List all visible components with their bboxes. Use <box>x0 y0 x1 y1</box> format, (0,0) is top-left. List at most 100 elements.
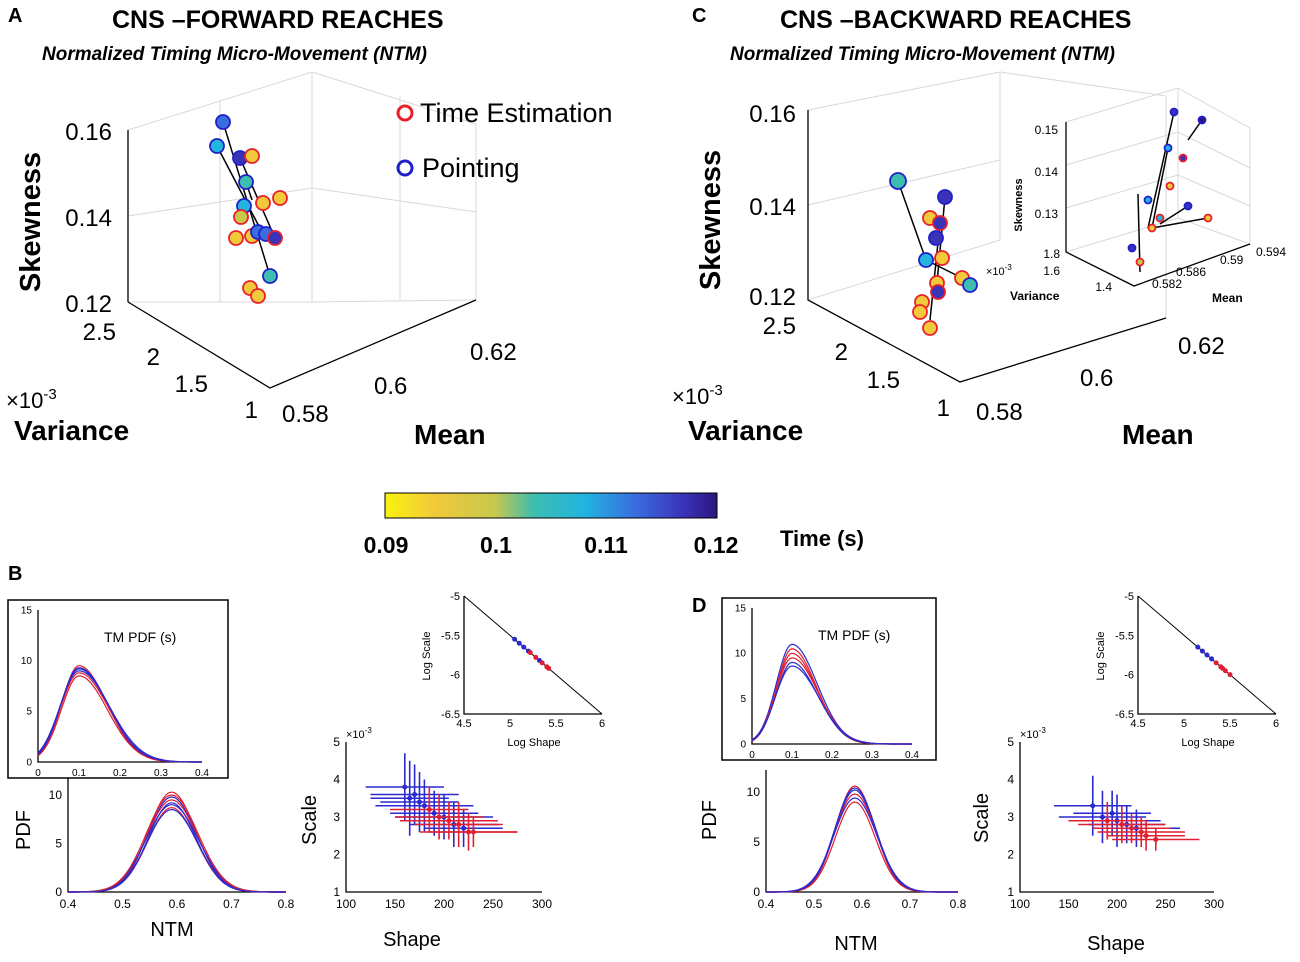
x-tick-label: 0.8 <box>278 897 295 911</box>
x-tick-label: 4.5 <box>1130 718 1145 730</box>
panel-a-vtick-2: 1.5 <box>175 371 208 398</box>
panel-c: CNS –BACKWARD REACHES Normalized Timing … <box>672 6 1286 450</box>
panel-b-main-ticks: 0.4 0.5 0.6 0.7 0.8 0 5 10 <box>49 788 295 911</box>
trajectory-segment <box>1147 111 1175 229</box>
scatter-point <box>934 250 950 266</box>
panel-d-loglog-points <box>1195 644 1233 678</box>
panel-b-loglog-ylabel: Log Scale <box>421 632 433 681</box>
y-tick-label: 5 <box>753 835 760 849</box>
y-tick-label: 5 <box>740 694 746 705</box>
scatter-point <box>446 818 452 824</box>
panel-a-mtick-1: 0.6 <box>374 373 407 400</box>
scatter-point <box>262 268 278 284</box>
panel-a-mtick-2: 0.62 <box>470 339 517 366</box>
panel-a-ztick-1: 0.14 <box>65 205 112 232</box>
pdf-curve-pointing <box>766 787 958 893</box>
panel-c-inset-ylabel: Variance <box>1010 289 1060 303</box>
scatter-point <box>1209 656 1215 662</box>
scatter-point <box>1119 822 1125 827</box>
scatter-point <box>1129 825 1135 831</box>
pdf-curve-pointing <box>766 789 958 893</box>
scatter-point <box>1213 660 1219 666</box>
colorbar-label: Time (s) <box>780 526 864 551</box>
trajectory-segment <box>216 145 264 235</box>
panel-b-scatter-xlabel: Shape <box>383 929 441 951</box>
y-tick-label: 1 <box>1007 885 1014 899</box>
panel-c-points <box>889 172 978 336</box>
scatter-point <box>922 320 938 336</box>
y-tick-label: 10 <box>21 656 33 667</box>
y-tick-label: 15 <box>735 603 747 614</box>
y-tick-label: -5 <box>450 591 460 603</box>
colorbar-tick-3: 0.12 <box>694 532 739 558</box>
x-tick-label: 0.6 <box>854 897 871 911</box>
x-tick-label: 6 <box>1273 718 1279 730</box>
panel-c-vtick-2: 1.5 <box>867 367 900 394</box>
x-tick-label: 250 <box>1155 897 1175 911</box>
x-tick-label: 0.4 <box>758 897 775 911</box>
panel-b-loglog-ticks: 4.5 5 5.5 6 -5 -5.5 -6 -6.5 <box>441 591 605 730</box>
scatter-point <box>431 810 437 816</box>
pdf-curve-time-estimation <box>68 794 286 893</box>
y-tick-label: 0 <box>740 739 746 750</box>
scatter-point <box>1163 143 1173 153</box>
scatter-point <box>928 230 944 246</box>
panel-c-inset-vtick-2: 1.4 <box>1095 280 1112 294</box>
x-tick-label: 250 <box>483 897 503 911</box>
x-tick-label: 0.1 <box>72 768 86 779</box>
scatter-point <box>516 640 522 646</box>
panel-b-scatter-exponent: ×10-3 <box>346 726 372 741</box>
panel-label-c: C <box>692 5 706 27</box>
scatter-point <box>426 807 432 812</box>
panel-c-inset-vtick-0: 1.8 <box>1043 247 1060 261</box>
y-tick-label: 5 <box>333 735 340 749</box>
panel-b-inset-curves <box>37 665 202 763</box>
scatter-point <box>1178 153 1188 163</box>
x-tick-label: 200 <box>434 897 454 911</box>
panel-c-inset-ztick-0: 0.15 <box>1035 123 1059 137</box>
trajectory-segment <box>1159 205 1189 225</box>
x-tick-label: 0 <box>749 750 755 761</box>
scatter-point <box>417 799 422 805</box>
scatter-point <box>1183 201 1193 211</box>
panel-c-subtitle: Normalized Timing Micro-Movement (NTM) <box>730 44 1115 65</box>
x-tick-label: 150 <box>1058 897 1078 911</box>
x-tick-label: 200 <box>1107 897 1127 911</box>
x-tick-label: 5.5 <box>1222 718 1237 730</box>
scatter-point <box>421 803 427 809</box>
pdf-curve-time-estimation <box>766 801 958 893</box>
x-tick-label: 0.6 <box>169 897 186 911</box>
x-tick-label: 4.5 <box>456 718 471 730</box>
panel-c-ylabel: Variance <box>688 415 803 446</box>
y-tick-label: 4 <box>1007 773 1014 787</box>
scatter-point <box>918 252 934 268</box>
panel-c-inset-points <box>1127 107 1213 273</box>
panel-c-inset-mtick-2: 0.59 <box>1220 253 1244 267</box>
scatter-point <box>238 174 254 190</box>
x-tick-label: 0.3 <box>154 768 168 779</box>
panel-a-variance-exponent: ×10-3 <box>6 386 57 413</box>
scatter-point <box>1138 829 1144 835</box>
scatter-point <box>1109 810 1115 816</box>
scatter-point <box>272 190 288 206</box>
panel-a-legend: Time Estimation Pointing <box>396 98 613 183</box>
colorbar-tick-0: 0.09 <box>364 532 409 558</box>
x-tick-label: 6 <box>599 718 605 730</box>
scatter-point <box>233 209 249 225</box>
scatter-point <box>1155 213 1165 223</box>
panel-a-xlabel: Mean <box>414 419 486 450</box>
scatter-point <box>1169 107 1179 117</box>
panel-a-vtick-3: 1 <box>245 397 258 424</box>
pdf-curve-time-estimation <box>766 785 958 893</box>
panel-c-mtick-2: 0.62 <box>1178 333 1225 360</box>
scatter-point <box>1143 195 1153 205</box>
panel-a-subtitle: Normalized Timing Micro-Movement (NTM) <box>42 44 427 65</box>
x-tick-label: 0.8 <box>950 897 967 911</box>
x-tick-label: 0.4 <box>60 897 77 911</box>
scatter-point <box>1099 814 1105 820</box>
y-tick-label: 0 <box>26 757 32 768</box>
y-tick-label: 5 <box>1007 735 1014 749</box>
x-tick-label: 0.5 <box>806 897 823 911</box>
